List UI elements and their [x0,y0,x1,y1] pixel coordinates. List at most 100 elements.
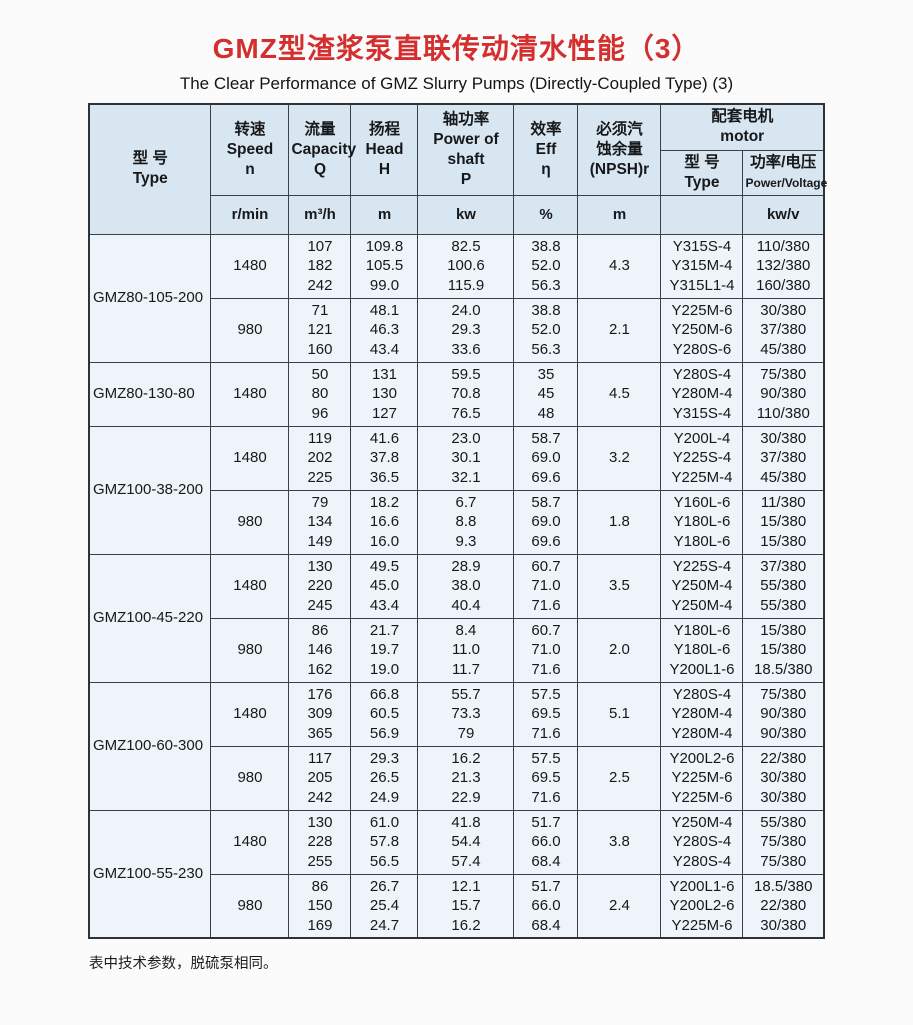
npsh-cell: 2.1 [577,297,662,363]
capacity-cell: 117 205 242 [288,745,352,811]
motor-type-cell: Y200L2-6 Y225M-6 Y225M-6 [660,745,744,811]
header-row-2: 型 号 Type 功率/电压 Power/Voltage [89,149,827,196]
table-row: GMZ100-55-230 1480 130 228 255 61.0 57.8 56.5 41… [88,809,825,939]
power-cell: 59.5 70.8 76.5 [417,361,515,427]
npsh-cell: 4.3 [577,233,662,299]
capacity-cell: 50 80 96 [288,361,352,427]
motor-power-cell: 30/380 37/380 45/380 [742,425,825,491]
col-header-capacity: 流量 Capacity Q [288,103,356,196]
capacity-cell: 71 121 160 [288,297,352,363]
capacity-cell: 176 309 365 [288,681,352,747]
eff-cell: 57.5 69.5 71.6 [513,745,579,811]
speed-cell: 980 [210,745,290,811]
unit-npsh: m [577,194,662,235]
power-cell: 28.9 38.0 40.4 [417,553,515,619]
page-title: GMZ型渣浆泵直联传动清水性能（3） [212,33,701,64]
head-cell: 61.0 57.8 56.5 [350,809,419,875]
motor-type-cell: Y200L-4 Y225S-4 Y225M-4 [660,425,744,491]
npsh-cell: 5.1 [577,681,662,747]
footnote: 表中技术参数，脱硫泵相同。 [89,956,278,972]
unit-capacity: m³/h [288,194,352,235]
unit-head: m [350,194,419,235]
motor-power-cell: 18.5/380 22/380 30/380 [742,873,825,939]
motor-type-cell: Y160L-6 Y180L-6 Y180L-6 [660,489,744,555]
pump-type-cell: GMZ80-105-200 [88,233,212,363]
head-cell: 66.8 60.5 56.9 [350,681,419,747]
head-cell: 49.5 45.0 43.4 [350,553,419,619]
speed-cell: 980 [210,873,290,939]
motor-power-cell: 22/380 30/380 30/380 [742,745,825,811]
motor-power-cell: 75/380 90/380 90/380 [742,681,825,747]
pump-type-cell: GMZ100-60-300 [88,681,212,811]
npsh-cell: 3.8 [577,809,662,875]
power-cell: 24.0 29.3 33.6 [417,297,515,363]
eff-cell: 57.5 69.5 71.6 [513,681,579,747]
head-cell: 21.7 19.7 19.0 [350,617,419,683]
units-row: r/min m³/h m kw % m kw/v [89,194,825,235]
motor-power-cell: 30/380 37/380 45/380 [742,297,825,363]
npsh-cell: 3.2 [577,425,662,491]
power-cell: 23.0 30.1 32.1 [417,425,515,491]
power-cell: 8.4 11.0 11.7 [417,617,515,683]
motor-power-cell: 15/380 15/380 18.5/380 [742,617,825,683]
head-cell: 41.6 37.8 36.5 [350,425,419,491]
eff-cell: 58.7 69.0 69.6 [513,489,579,555]
performance-table: 型 号 Type 转速 Speed n 流量 Capacity Q 扬程 Hea… [87,103,827,939]
col-header-motor-power: 功率/电压 Power/Voltage [742,149,827,196]
motor-type-cell: Y180L-6 Y180L-6 Y200L1-6 [660,617,744,683]
col-header-speed: 转速 Speed n [210,103,290,196]
npsh-cell: 2.0 [577,617,662,683]
power-cell: 6.7 8.8 9.3 [417,489,515,555]
npsh-cell: 2.4 [577,873,662,939]
head-cell: 26.7 25.4 24.7 [350,873,419,939]
pump-type-cell: GMZ100-45-220 [88,553,212,683]
npsh-cell: 1.8 [577,489,662,555]
motor-type-cell: Y225S-4 Y250M-4 Y250M-4 [660,553,744,619]
power-cell: 12.1 15.7 16.2 [417,873,515,939]
motor-type-cell: Y280S-4 Y280M-4 Y280M-4 [660,681,744,747]
head-cell: 48.1 46.3 43.4 [350,297,419,363]
speed-cell: 1480 [210,425,290,491]
capacity-cell: 79 134 149 [288,489,352,555]
capacity-cell: 119 202 225 [288,425,352,491]
head-cell: 109.8 105.5 99.0 [350,233,419,299]
eff-cell: 58.7 69.0 69.6 [513,425,579,491]
table-row: GMZ100-60-300 1480 176 309 365 66.8 60.5 56.9 55… [88,681,825,811]
table-row: GMZ100-38-200 1480 119 202 225 41.6 37.8 36.5 23… [88,425,825,555]
npsh-cell: 4.5 [577,361,662,427]
unit-motor-type [660,194,744,235]
motor-power-cell: 11/380 15/380 15/380 [742,489,825,555]
motor-type-cell: Y280S-4 Y280M-4 Y315S-4 [660,361,744,427]
capacity-cell: 107 182 242 [288,233,352,299]
motor-type-cell: Y250M-4 Y280S-4 Y280S-4 [660,809,744,875]
speed-cell: 980 [210,297,290,363]
table-row: GMZ80-130-80 1480 50 80 96 131 130 127 59.5 70.8 7… [88,361,825,427]
header-row-1: 型 号 Type 转速 Speed n 流量 Capacity Q 扬程 Hea… [88,103,825,235]
table-row: 980 86 150 169 26.7 25.4 24.7 12.1 15.7 16.2 51.7 6… [89,873,825,939]
table-row: 980 86 146 162 21.7 19.7 19.0 8.4 11.0 11.7 60.7 71… [89,617,825,683]
page-subtitle: The Clear Performance of GMZ Slurry Pump… [179,74,734,93]
head-cell: 18.2 16.6 16.0 [350,489,419,555]
col-header-motor-type: 型 号 Type [660,149,744,196]
table-row: GMZ80-105-200 1480 107 182 242 109.8 105.5 99.0… [88,233,825,363]
capacity-cell: 86 146 162 [288,617,352,683]
eff-cell: 38.8 52.0 56.3 [513,233,579,299]
speed-cell: 1480 [210,361,290,427]
col-header-motor: 配套电机 motor [660,103,825,151]
unit-motor-power: kw/v [742,194,825,235]
motor-power-cell: 75/380 90/380 110/380 [742,361,825,427]
motor-type-cell: Y315S-4 Y315M-4 Y315L1-4 [660,233,744,299]
table-row: GMZ100-45-220 1480 130 220 245 49.5 45.0 43.4 28… [88,553,825,683]
capacity-cell: 86 150 169 [288,873,352,939]
pump-type-cell: GMZ80-130-80 [88,361,212,427]
eff-cell: 60.7 71.0 71.6 [513,553,579,619]
speed-cell: 1480 [210,233,290,299]
capacity-cell: 130 228 255 [288,809,352,875]
power-cell: 82.5 100.6 115.9 [417,233,515,299]
unit-power: kw [417,194,515,235]
eff-cell: 35 45 48 [513,361,579,427]
table-row: 980 71 121 160 48.1 46.3 43.4 24.0 29.3 33.6 38.8 5… [89,297,825,363]
unit-eff: % [513,194,579,235]
npsh-cell: 2.5 [577,745,662,811]
page: GMZ型渣浆泵直联传动清水性能（3） The Clear Performance… [87,33,827,972]
